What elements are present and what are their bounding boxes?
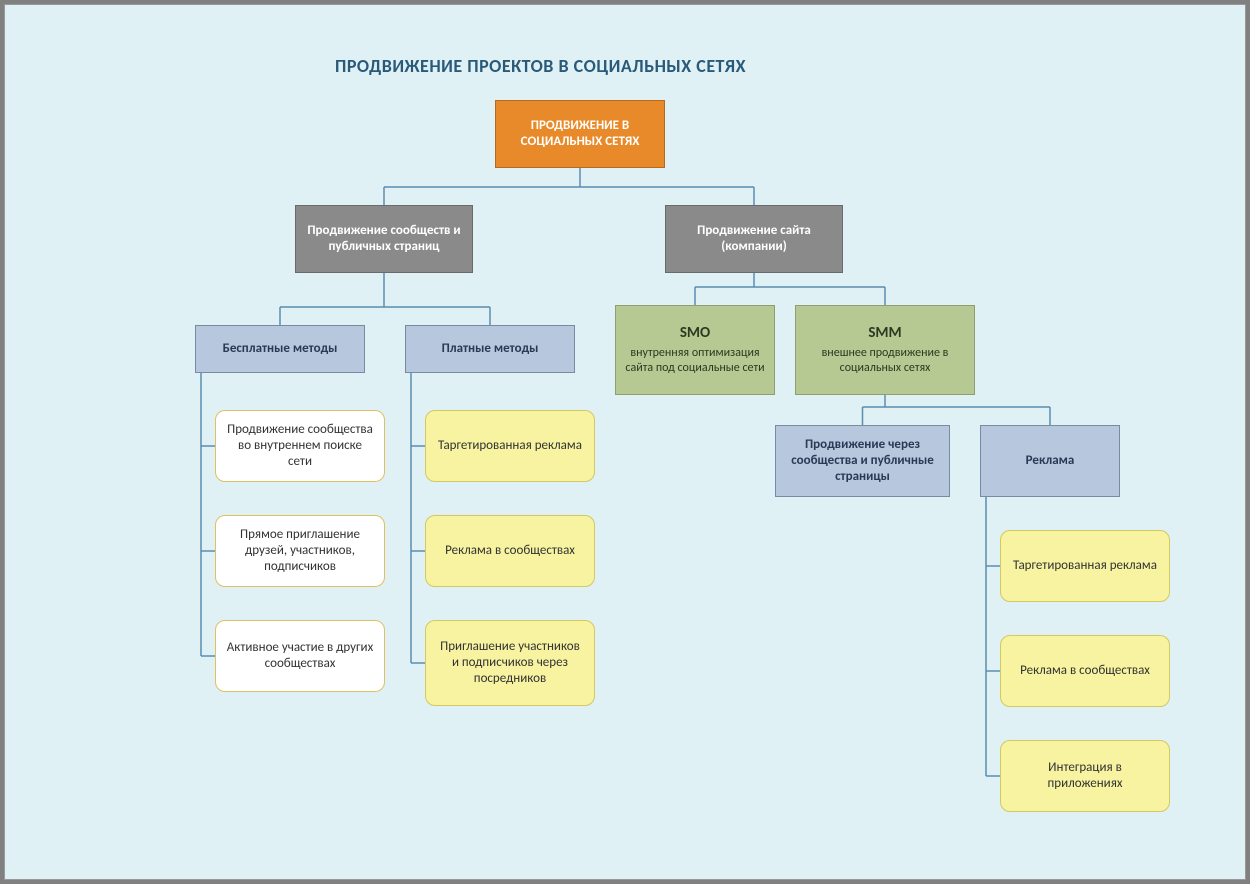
leaf-free-0: Продвижение сообщества во внутреннем пои… (215, 410, 385, 482)
leaf-free-2: Активное участие в других сообществах (215, 620, 385, 692)
leaf-free-1: Прямое приглашение друзей, участников, п… (215, 515, 385, 587)
leaf-paid-2: Приглашение участников и подписчиков чер… (425, 620, 595, 706)
node-comm: Продвижение сообществ и публичных страни… (295, 205, 473, 273)
node-smm: SMMвнешнее продвижение в социальных сетя… (795, 305, 975, 395)
leaf-smm_ads-0: Таргетированная реклама (1000, 530, 1170, 602)
diagram-title: ПРОДВИЖЕНИЕ ПРОЕКТОВ В СОЦИАЛЬНЫХ СЕТЯХ (335, 55, 746, 77)
leaf-smm_ads-1: Реклама в сообществах (1000, 635, 1170, 707)
leaf-paid-1: Реклама в сообществах (425, 515, 595, 587)
leaf-paid-0: Таргетированная реклама (425, 410, 595, 482)
node-site: Продвижение сайта (компании) (665, 205, 843, 273)
node-smo: SMOвнутренняя оптимизация сайта под соци… (615, 305, 775, 395)
node-paid: Платные методы (405, 325, 575, 373)
leaf-smm_ads-2: Интеграция в приложениях (1000, 740, 1170, 812)
node-smm_comm: Продвижение через сообщества и публичные… (775, 425, 950, 497)
diagram-canvas: ПРОДВИЖЕНИЕ ПРОЕКТОВ В СОЦИАЛЬНЫХ СЕТЯХ … (4, 4, 1246, 880)
node-free: Бесплатные методы (195, 325, 365, 373)
node-root: ПРОДВИЖЕНИЕ В СОЦИАЛЬНЫХ СЕТЯХ (495, 100, 665, 168)
node-smm_ads: Реклама (980, 425, 1120, 497)
